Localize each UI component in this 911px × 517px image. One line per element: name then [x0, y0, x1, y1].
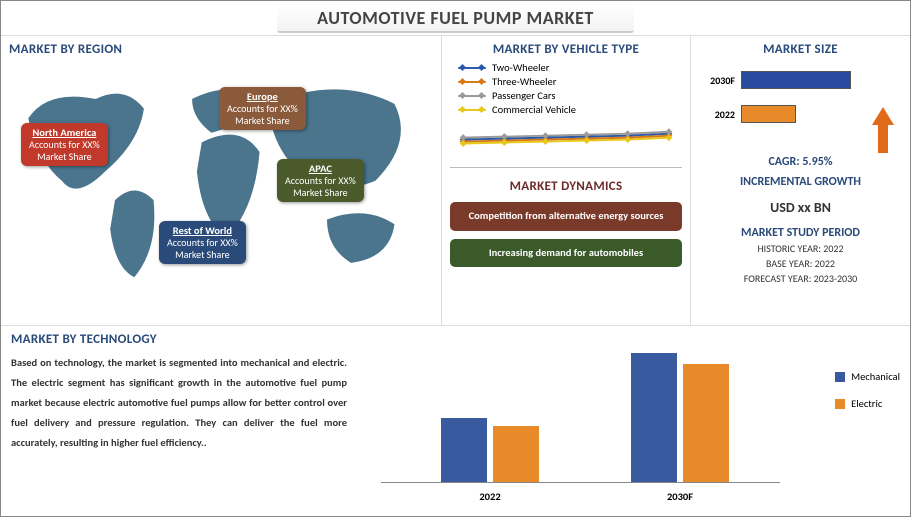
incremental-growth-value: USD xx BN	[699, 199, 902, 216]
legend-item: Electric	[835, 397, 900, 410]
market-size-panel: MARKET SIZE 2030F 2022 CAGR: 5.95% INCREM…	[691, 36, 910, 325]
tech-bar	[441, 418, 487, 482]
technology-heading: MARKET BY TECHNOLOGY	[11, 332, 347, 347]
page-title: AUTOMOTIVE FUEL PUMP MARKET	[277, 5, 634, 33]
size-bar-row: 2022	[699, 105, 796, 123]
x-axis-label: 2030F	[667, 490, 693, 503]
technology-legend: Mechanical Electric	[835, 356, 900, 424]
study-period-heading: MARKET STUDY PERIOD	[699, 226, 902, 240]
dynamics-item: Increasing demand for automobiles	[450, 239, 682, 268]
market-by-vehicle-panel: MARKET BY VEHICLE TYPE Two-WheelerThree-…	[441, 36, 691, 325]
dynamics-item: Competition from alternative energy sour…	[450, 202, 682, 231]
cagr-text: CAGR: 5.95%	[699, 155, 902, 169]
vehicle-heading: MARKET BY VEHICLE TYPE	[450, 42, 682, 57]
legend-item: Mechanical	[835, 370, 900, 383]
region-pill-europe: EuropeAccounts for XX%Market Share	[219, 87, 306, 130]
dynamics-heading: MARKET DYNAMICS	[450, 179, 682, 194]
study-period-line: HISTORIC YEAR: 2022	[699, 242, 902, 255]
legend-item: Passenger Cars	[458, 89, 682, 102]
growth-arrow-icon	[872, 107, 894, 153]
legend-item: Commercial Vehicle	[458, 103, 682, 116]
market-by-region-panel: MARKET BY REGION North AmericaAccounts f…	[1, 36, 441, 325]
technology-bar-chart: 2022 2030F Mechanical Electric	[361, 332, 900, 509]
tech-bar	[493, 426, 539, 482]
world-map: North AmericaAccounts for XX%Market Shar…	[9, 61, 433, 296]
size-heading: MARKET SIZE	[699, 42, 902, 57]
technology-paragraph: Based on technology, the market is segme…	[11, 353, 347, 453]
vehicle-legend: Two-WheelerThree-WheelerPassenger CarsCo…	[458, 61, 682, 116]
study-period-line: FORECAST YEAR: 2023-2030	[699, 272, 902, 285]
region-pill-north-america: North AmericaAccounts for XX%Market Shar…	[21, 123, 108, 166]
legend-item: Three-Wheeler	[458, 75, 682, 88]
x-axis-label: 2022	[479, 490, 500, 503]
size-bar-chart: 2030F 2022	[699, 63, 902, 153]
study-period-line: BASE YEAR: 2022	[699, 257, 902, 270]
market-by-technology-text: MARKET BY TECHNOLOGY Based on technology…	[11, 332, 361, 509]
incremental-growth-heading: INCREMENTAL GROWTH	[699, 175, 902, 189]
tech-bar	[683, 364, 729, 482]
size-bar-row: 2030F	[699, 71, 851, 89]
vehicle-line-chart	[450, 120, 682, 168]
region-pill-rest-of-world: Rest of WorldAccounts for XX%Market Shar…	[159, 221, 246, 264]
tech-bar	[631, 353, 677, 482]
region-pill-apac: APACAccounts for XX%Market Share	[277, 159, 364, 202]
legend-item: Two-Wheeler	[458, 61, 682, 74]
region-heading: MARKET BY REGION	[9, 42, 433, 57]
